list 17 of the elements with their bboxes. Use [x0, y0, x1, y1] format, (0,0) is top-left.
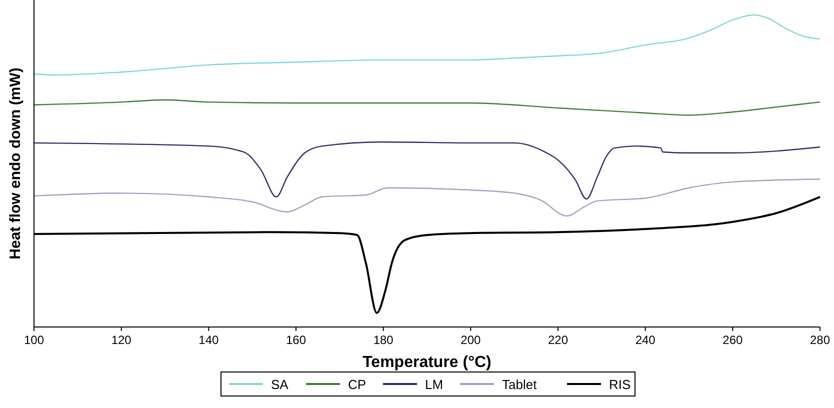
x-axis-title: Temperature (°C)	[362, 354, 492, 371]
x-tick-label: 240	[635, 333, 656, 347]
legend-label: CP	[348, 377, 366, 392]
y-axis-title: Heat flow endo down (mW)	[7, 68, 24, 260]
x-tick-label: 180	[373, 333, 394, 347]
x-tick-label: 280	[810, 333, 830, 347]
legend-label: Tablet	[502, 377, 538, 392]
x-tick-label: 220	[548, 333, 568, 347]
legend-label: SA	[271, 377, 289, 392]
x-tick-label: 200	[460, 333, 481, 347]
x-tick-label: 160	[286, 333, 306, 347]
x-tick-label: 100	[24, 333, 44, 347]
legend-label: RIS	[609, 377, 631, 392]
x-tick-label: 260	[722, 333, 743, 347]
legend-label: LM	[425, 377, 444, 392]
x-tick-label: 140	[198, 333, 219, 347]
x-tick-label: 120	[111, 333, 132, 347]
